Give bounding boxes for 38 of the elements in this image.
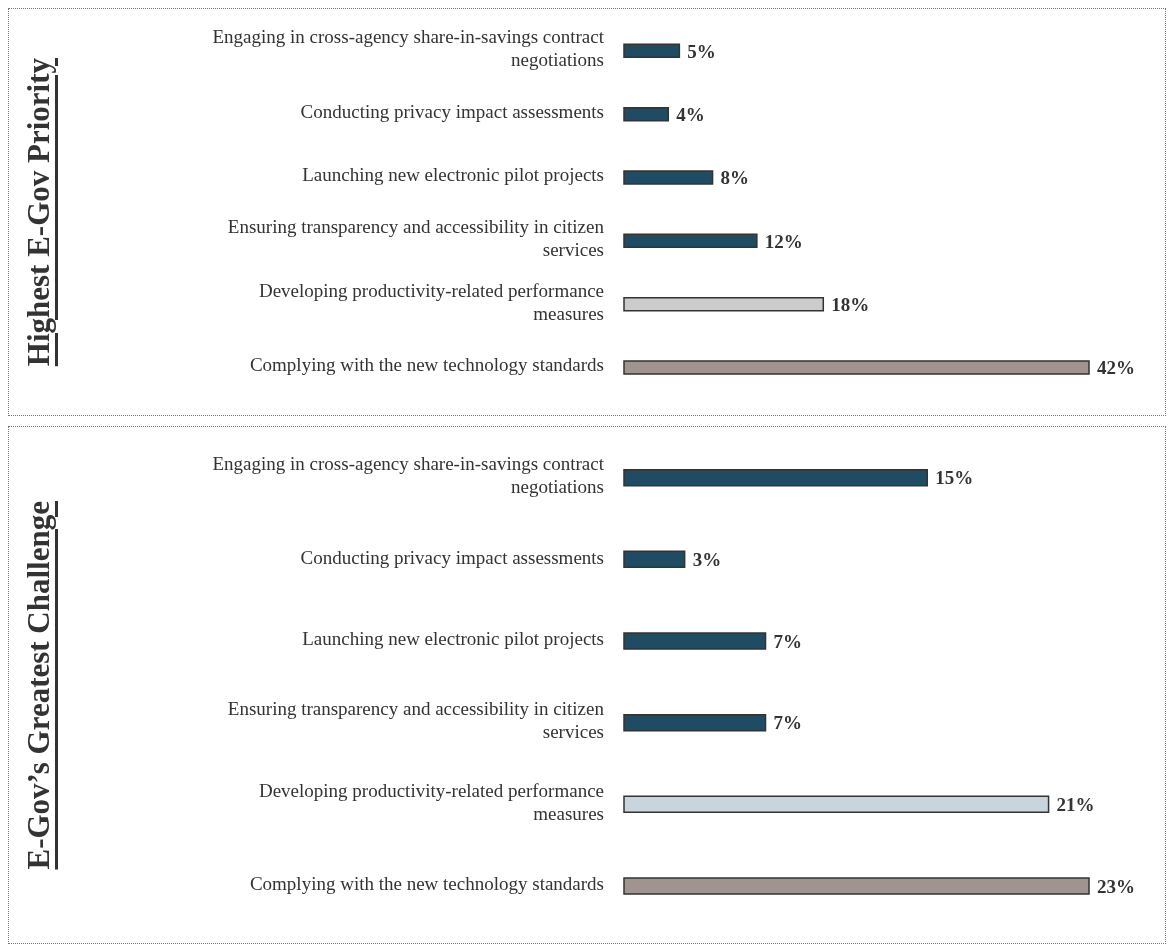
bar: [623, 43, 681, 59]
bar: [623, 550, 686, 569]
data-label: 3%: [692, 549, 722, 571]
y-tick-label: Complying with the new technology standards: [249, 873, 604, 895]
data-label: 5%: [687, 40, 716, 62]
y-tick-label: Engaging in cross-agency share-in-savings contract negotiations: [212, 26, 605, 71]
data-label: 23%: [1097, 875, 1135, 897]
y-tick-label: Ensuring transparency and accessibility in citizen services: [227, 698, 605, 743]
bar: [623, 632, 767, 650]
data-label: 15%: [935, 467, 974, 489]
text: E-Gov’s Greatest Challenge: [21, 500, 57, 870]
data-label: 18%: [831, 293, 870, 315]
y-tick-label: Conducting privacy impact assessments: [300, 546, 604, 568]
data-label: 12%: [764, 230, 803, 252]
bar: [623, 296, 825, 312]
bar: [623, 713, 767, 732]
bar: [623, 468, 929, 487]
y-tick-label: Launching new electronic pilot projects: [302, 164, 604, 186]
bar: [623, 233, 758, 249]
y-tick-label: Developing productivity-related performance measures: [258, 780, 604, 825]
y-tick-label: Conducting privacy impact assessments: [300, 101, 604, 123]
data-label: 8%: [720, 167, 750, 189]
bar: [623, 170, 714, 185]
data-label: 4%: [676, 103, 705, 125]
bar: [623, 877, 1090, 895]
data-label: 7%: [773, 712, 803, 734]
y-tick-label: Engaging in cross-agency share-in-savings contract negotiations: [212, 453, 605, 498]
data-label: 7%: [773, 630, 803, 652]
y-tick-label: Ensuring transparency and accessibility in citizen services: [227, 216, 605, 261]
text: Highest E-Gov Priority: [21, 57, 57, 367]
y-tick-label: Launching new electronic pilot projects: [302, 628, 604, 650]
bar: [623, 106, 670, 122]
data-label: 42%: [1097, 357, 1135, 379]
bar: [623, 360, 1090, 375]
y-tick-label: Developing productivity-related performance measures: [258, 279, 604, 324]
data-label: 21%: [1056, 794, 1095, 816]
bar: [623, 795, 1050, 814]
y-tick-label: Complying with the new technology standards: [249, 354, 604, 376]
